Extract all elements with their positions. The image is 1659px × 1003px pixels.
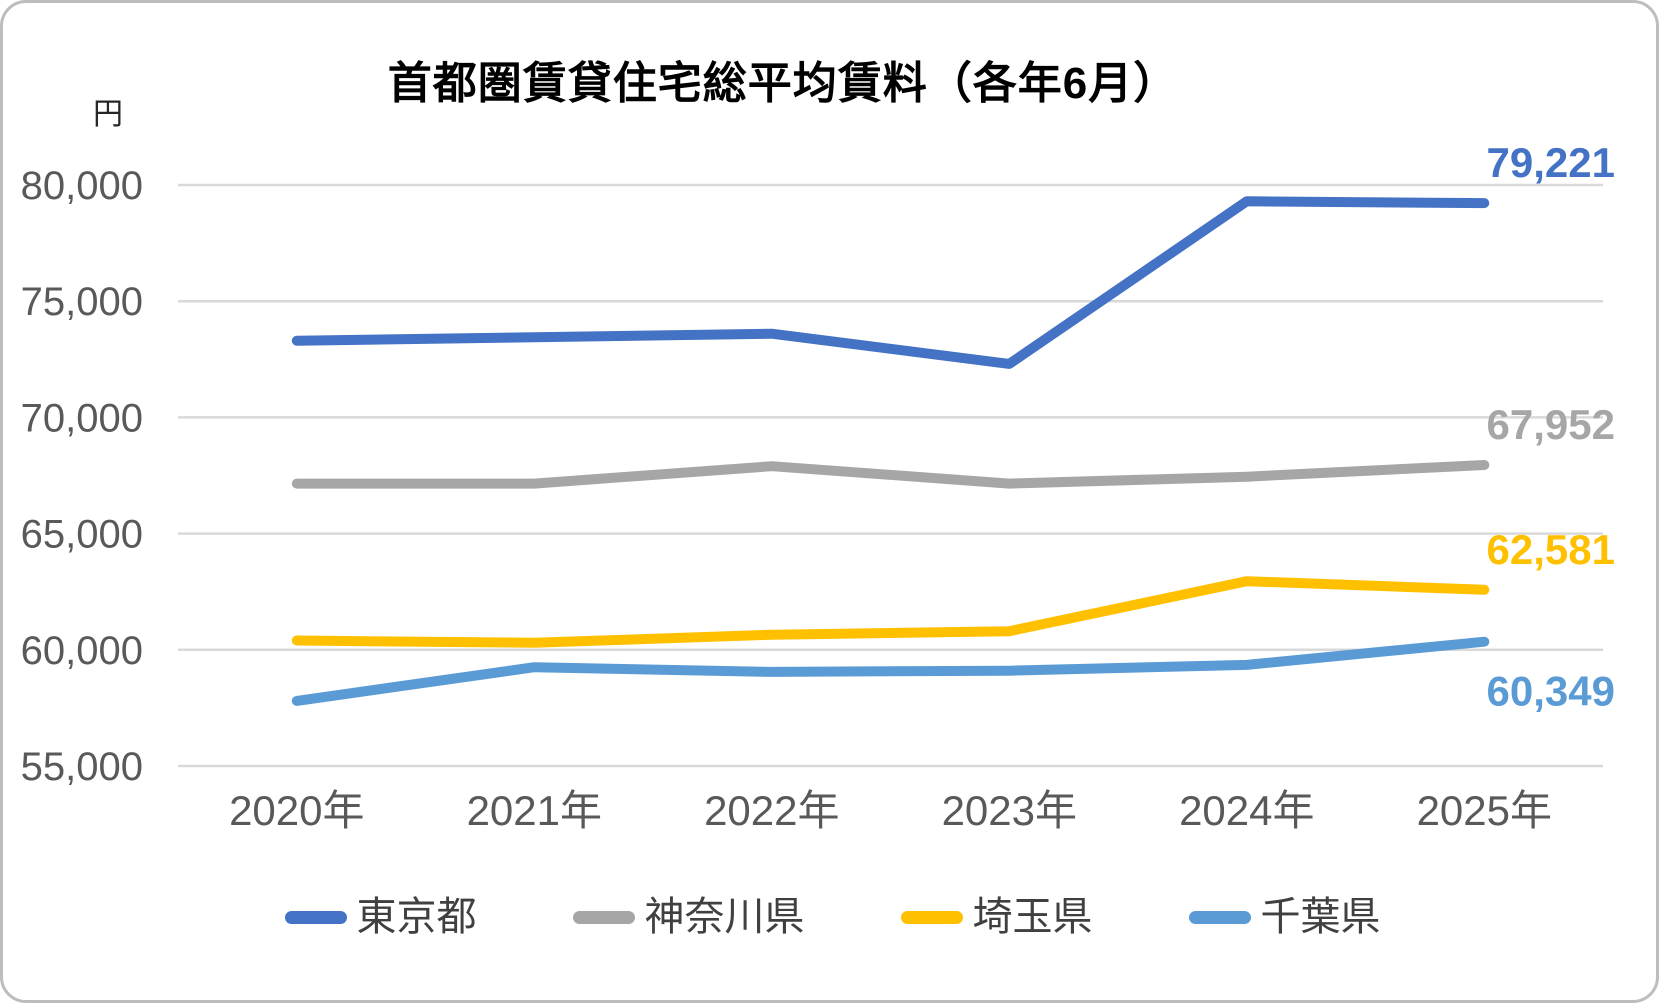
x-tick-label: 2023年 <box>942 787 1077 834</box>
legend-swatch-chiba <box>1188 910 1251 924</box>
legend-item-saitama: 埼玉県 <box>900 895 1093 939</box>
y-tick-label: 65,000 <box>21 513 143 557</box>
plot-area: 55,000 60,000 65,000 70,000 75,000 80,000 2020… <box>21 139 1615 834</box>
y-tick-label: 75,000 <box>21 280 143 324</box>
legend-label-chiba: 千葉県 <box>1260 895 1381 939</box>
legend-item-tokyo: 東京都 <box>284 895 477 939</box>
series-line-kanagawa <box>291 460 1490 489</box>
y-tick-label: 55,000 <box>21 745 143 789</box>
legend-item-kanagawa: 神奈川県 <box>572 895 805 939</box>
x-tick-label: 2025年 <box>1417 787 1552 834</box>
data-label-tokyo: 79,221 <box>1487 139 1615 186</box>
legend-label-kanagawa: 神奈川県 <box>644 895 805 939</box>
series-line-saitama <box>291 576 1490 648</box>
legend-label-saitama: 埼玉県 <box>972 895 1093 939</box>
legend-label-tokyo: 東京都 <box>356 895 477 939</box>
legend-swatch-saitama <box>900 910 963 924</box>
y-tick-label: 80,000 <box>21 164 143 208</box>
y-tick-label: 60,000 <box>21 629 143 673</box>
x-tick-label: 2024年 <box>1179 787 1314 834</box>
x-tick-label: 2021年 <box>467 787 602 834</box>
data-label-kanagawa: 67,952 <box>1487 401 1615 448</box>
chart-title: 首都圏賃貸住宅総平均賃料（各年6月） <box>387 59 1179 108</box>
data-label-saitama: 62,581 <box>1487 526 1615 573</box>
legend-swatch-kanagawa <box>572 910 635 924</box>
data-label-chiba: 60,349 <box>1487 668 1615 715</box>
legend-swatch-tokyo <box>284 910 347 924</box>
series-line-tokyo <box>291 196 1490 369</box>
x-tick-label: 2022年 <box>704 787 839 834</box>
y-tick-label: 70,000 <box>21 396 143 440</box>
legend-item-chiba: 千葉県 <box>1188 895 1381 939</box>
series-line-chiba <box>291 636 1490 706</box>
legend: 東京都 神奈川県 埼玉県 千葉県 <box>3 895 1656 939</box>
x-tick-label: 2020年 <box>229 787 364 834</box>
y-axis-unit-label: 円 <box>93 98 123 131</box>
